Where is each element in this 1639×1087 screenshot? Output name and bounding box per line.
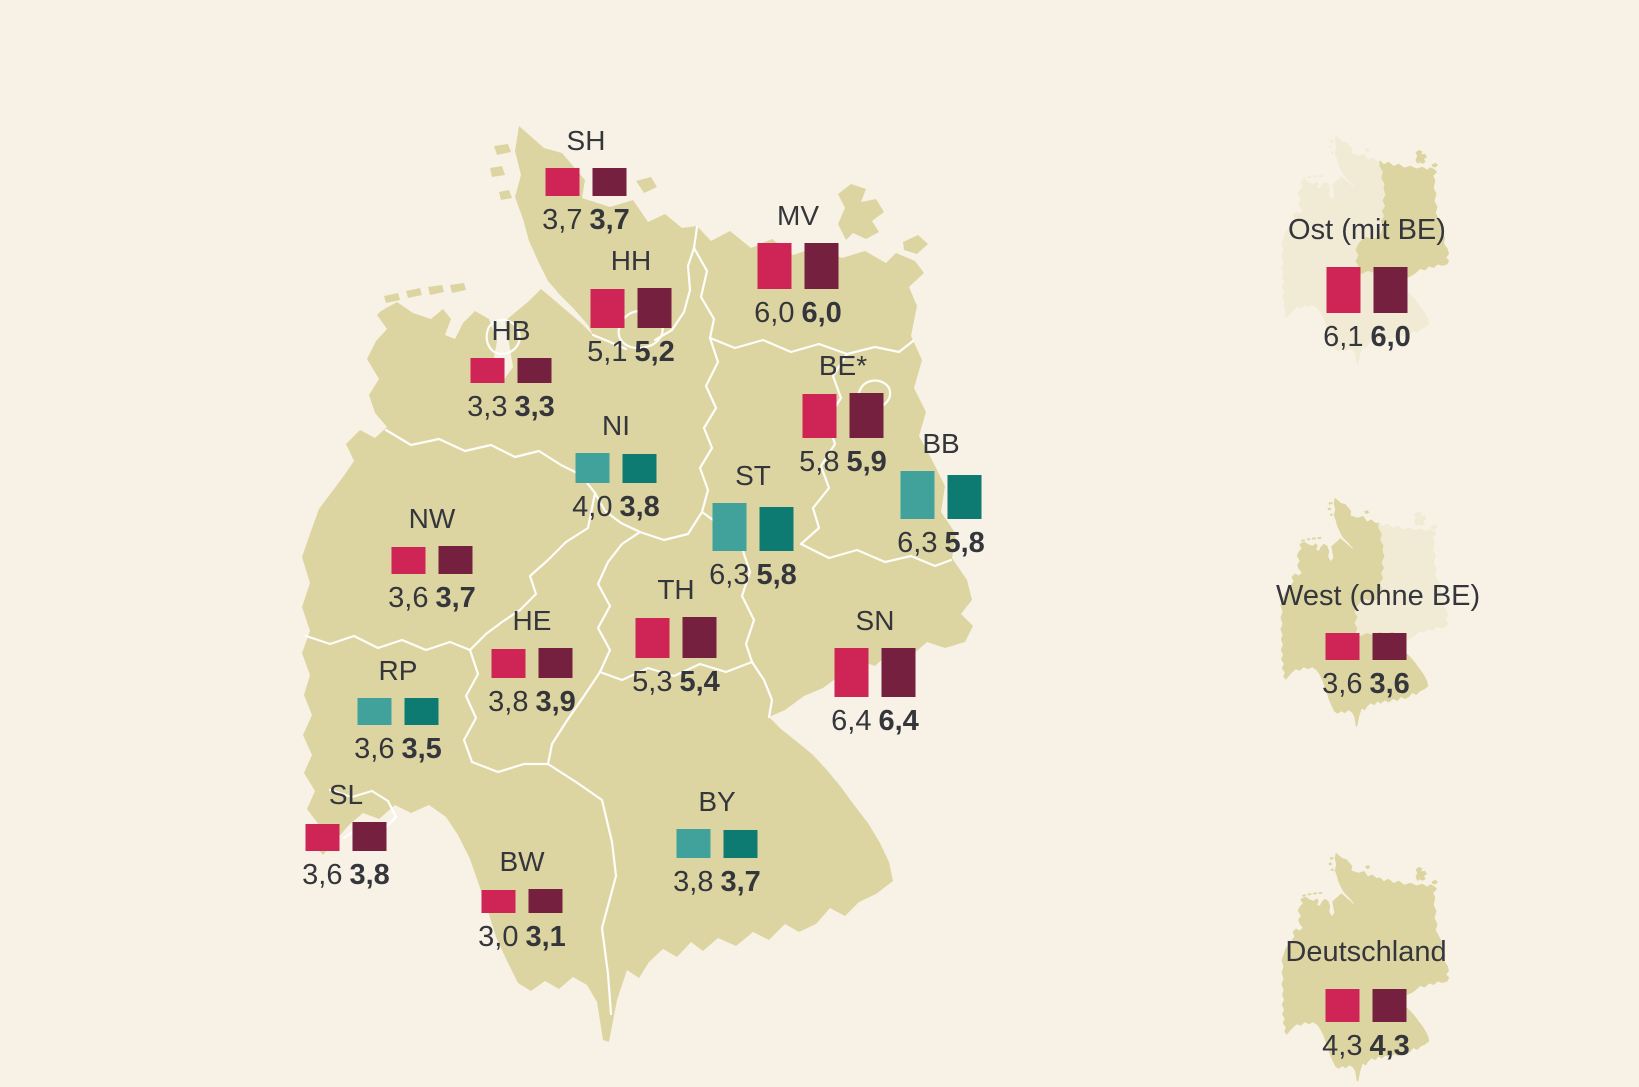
mini-map-deutschland-base — [1281, 852, 1450, 1082]
mini-map-deutschland — [1281, 852, 1450, 1082]
mini-map-ost — [1281, 135, 1450, 365]
germany-map — [302, 126, 973, 1042]
mini-map-west — [1280, 497, 1449, 727]
